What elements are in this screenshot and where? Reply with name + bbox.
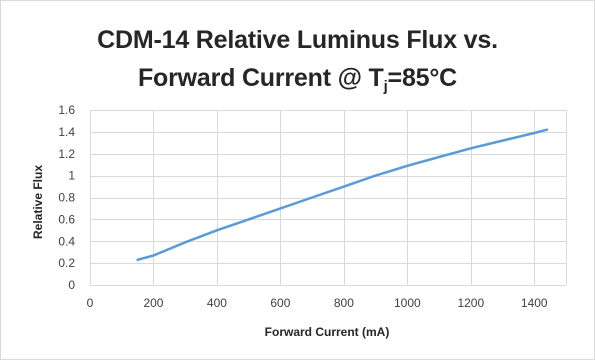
x-tick-label: 400	[207, 296, 227, 310]
chart-title-line-1: CDM-14 Relative Luminus Flux vs.	[97, 26, 498, 54]
x-axis-title: Forward Current (mA)	[265, 325, 390, 339]
title-subscript-j: j	[383, 78, 388, 95]
x-tick-label: 800	[334, 296, 354, 310]
y-tick-label: 0.8	[58, 191, 75, 205]
x-tick-label: 1000	[394, 296, 421, 310]
x-tick-label: 1400	[521, 296, 548, 310]
series-line	[136, 128, 549, 262]
y-tick-label: 1	[68, 169, 75, 183]
x-tick-label: 0	[87, 296, 94, 310]
y-tick-label: 0.2	[58, 256, 75, 270]
title-line-2-prefix: Forward Current @ T	[137, 64, 384, 92]
x-tick-label: 200	[143, 296, 163, 310]
title-line-2-suffix: =85°C	[387, 64, 458, 92]
y-tick-label: 1.6	[58, 103, 75, 117]
y-tick-label: 1.2	[58, 147, 75, 161]
tick-labels: 0 0.2 0.4 0.6 0.8 1 1.2 1.4 1.6 0 200 400 600 800 1000…	[58, 103, 548, 310]
chart-title-line-2: Forward Current @ Tj=85°C	[0, 64, 595, 95]
y-tick-label: 1.4	[58, 125, 75, 139]
series-layer	[136, 128, 549, 262]
y-tick-label: 0.4	[58, 234, 75, 248]
y-axis-title: Relative Flux	[31, 165, 45, 239]
x-tick-label: 600	[270, 296, 290, 310]
x-tick-label: 1200	[457, 296, 484, 310]
y-tick-label: 0.6	[58, 212, 75, 226]
y-tick-label: 0	[68, 278, 75, 292]
grid	[90, 110, 567, 286]
